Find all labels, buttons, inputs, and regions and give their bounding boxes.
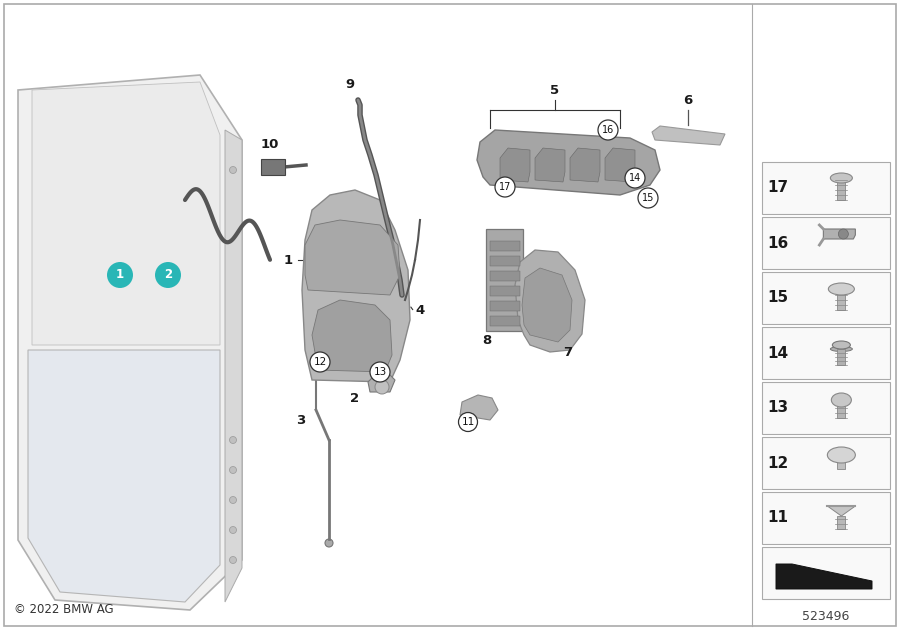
FancyBboxPatch shape <box>486 229 523 331</box>
Text: 17: 17 <box>499 182 511 192</box>
FancyBboxPatch shape <box>490 301 519 311</box>
Circle shape <box>230 466 237 474</box>
Text: 12: 12 <box>767 455 788 471</box>
Ellipse shape <box>828 283 854 295</box>
Text: 2: 2 <box>164 268 172 282</box>
Polygon shape <box>312 300 392 372</box>
Circle shape <box>598 120 618 140</box>
Polygon shape <box>652 126 725 145</box>
Text: 15: 15 <box>642 193 654 203</box>
FancyBboxPatch shape <box>490 285 519 295</box>
Circle shape <box>230 556 237 563</box>
Text: © 2022 BMW AG: © 2022 BMW AG <box>14 603 113 616</box>
Text: 6: 6 <box>683 93 693 106</box>
Ellipse shape <box>832 393 851 407</box>
Circle shape <box>458 413 478 432</box>
Text: 16: 16 <box>767 236 788 251</box>
FancyBboxPatch shape <box>837 400 845 418</box>
Polygon shape <box>18 75 242 610</box>
Polygon shape <box>535 148 565 182</box>
FancyBboxPatch shape <box>837 455 845 469</box>
FancyBboxPatch shape <box>837 516 845 529</box>
Text: 14: 14 <box>629 173 641 183</box>
FancyBboxPatch shape <box>762 382 890 434</box>
FancyBboxPatch shape <box>837 178 845 200</box>
Polygon shape <box>225 130 242 602</box>
FancyBboxPatch shape <box>837 349 845 365</box>
Text: 9: 9 <box>346 79 355 91</box>
Polygon shape <box>605 148 635 182</box>
Circle shape <box>839 229 849 239</box>
FancyBboxPatch shape <box>261 159 285 175</box>
Circle shape <box>495 177 515 197</box>
Text: 13: 13 <box>374 367 387 377</box>
Text: 15: 15 <box>767 290 788 306</box>
Polygon shape <box>32 82 220 345</box>
Circle shape <box>230 437 237 444</box>
FancyBboxPatch shape <box>762 217 890 269</box>
Ellipse shape <box>831 173 852 183</box>
Text: 1: 1 <box>284 253 292 266</box>
Circle shape <box>230 527 237 534</box>
Text: 17: 17 <box>767 181 788 195</box>
Polygon shape <box>28 350 220 602</box>
Circle shape <box>375 380 389 394</box>
FancyBboxPatch shape <box>490 256 519 265</box>
Text: 14: 14 <box>767 345 788 360</box>
Polygon shape <box>302 190 410 382</box>
FancyBboxPatch shape <box>762 547 890 599</box>
Text: 12: 12 <box>313 357 327 367</box>
Polygon shape <box>827 506 855 516</box>
Circle shape <box>107 262 133 288</box>
Circle shape <box>230 496 237 503</box>
Polygon shape <box>305 220 400 295</box>
Circle shape <box>155 262 181 288</box>
FancyBboxPatch shape <box>490 241 519 251</box>
FancyBboxPatch shape <box>767 605 885 629</box>
Polygon shape <box>522 268 572 342</box>
Text: 2: 2 <box>350 391 360 404</box>
Polygon shape <box>824 229 855 239</box>
FancyBboxPatch shape <box>762 272 890 324</box>
Text: 1: 1 <box>116 268 124 282</box>
Text: 3: 3 <box>296 413 306 427</box>
Circle shape <box>230 166 237 173</box>
Ellipse shape <box>831 346 852 352</box>
Text: 8: 8 <box>482 335 491 348</box>
Polygon shape <box>776 564 872 589</box>
Text: 5: 5 <box>551 84 560 96</box>
Text: 10: 10 <box>261 139 279 151</box>
Ellipse shape <box>827 447 855 463</box>
Text: 13: 13 <box>767 401 788 416</box>
Polygon shape <box>477 130 660 195</box>
FancyBboxPatch shape <box>490 316 519 326</box>
Circle shape <box>310 352 330 372</box>
Polygon shape <box>570 148 600 182</box>
Ellipse shape <box>832 341 850 349</box>
FancyBboxPatch shape <box>762 327 890 379</box>
Circle shape <box>370 362 390 382</box>
Circle shape <box>638 188 658 208</box>
FancyBboxPatch shape <box>762 162 890 214</box>
Text: 523496: 523496 <box>802 610 850 624</box>
Polygon shape <box>460 395 498 420</box>
Text: 11: 11 <box>767 510 788 525</box>
FancyBboxPatch shape <box>762 437 890 489</box>
Text: 4: 4 <box>416 304 425 316</box>
Polygon shape <box>515 250 585 352</box>
Circle shape <box>625 168 645 188</box>
Text: 11: 11 <box>462 417 474 427</box>
FancyBboxPatch shape <box>762 492 890 544</box>
Circle shape <box>325 539 333 547</box>
FancyBboxPatch shape <box>837 289 845 310</box>
Polygon shape <box>368 370 395 392</box>
Text: 7: 7 <box>563 345 572 358</box>
Text: 16: 16 <box>602 125 614 135</box>
Polygon shape <box>500 148 530 182</box>
FancyBboxPatch shape <box>490 270 519 280</box>
